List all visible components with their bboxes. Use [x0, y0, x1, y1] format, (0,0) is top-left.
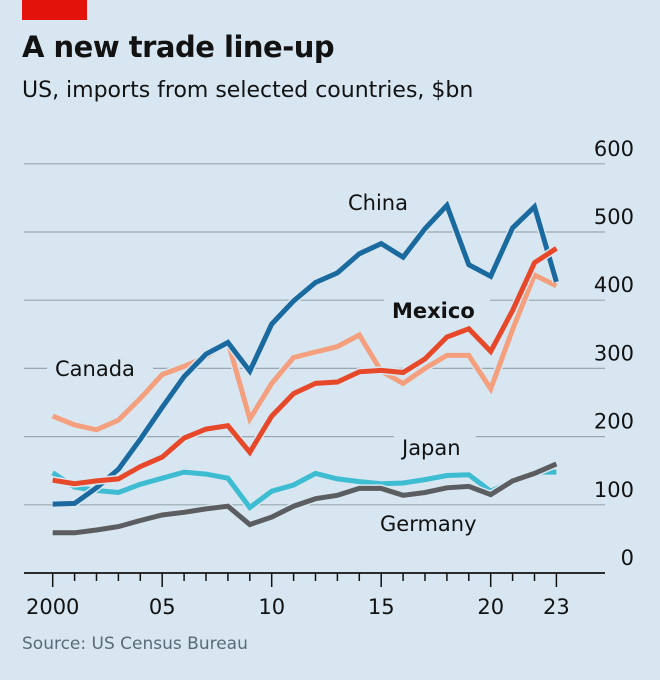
series-label-mexico: Mexico	[392, 299, 475, 323]
x-tick-label: 10	[258, 595, 285, 619]
series-china	[52, 197, 561, 509]
chart-title: A new trade line-up	[22, 30, 335, 64]
y-tick-label: 400	[594, 273, 634, 297]
series-mexico	[52, 245, 559, 488]
source-note: Source: US Census Bureau	[22, 634, 248, 654]
series-label-mask	[340, 190, 424, 216]
chart-subtitle: US, imports from selected countries, $bn	[22, 78, 474, 103]
x-tick-label: 20	[477, 595, 504, 619]
series-label-mask	[47, 356, 153, 382]
y-tick-label: 300	[594, 341, 634, 365]
brand-tag	[22, 0, 87, 20]
y-tick-label: 500	[594, 205, 634, 229]
series-label-canada: Canada	[55, 357, 135, 381]
series-line-canada	[51, 271, 558, 433]
series-label-mask	[384, 298, 490, 324]
series-label-mask	[372, 511, 494, 537]
x-tick-label: 05	[149, 595, 176, 619]
series-germany	[52, 460, 558, 537]
series-label-germany: Germany	[380, 512, 477, 536]
x-tick-label: 15	[368, 595, 395, 619]
series-line-mexico	[52, 246, 558, 487]
series-label-japan: Japan	[400, 436, 461, 460]
series-label-mask	[394, 435, 476, 461]
x-tick-label: 23	[543, 595, 570, 619]
y-tick-label: 0	[621, 546, 634, 570]
series-label-china: China	[348, 191, 408, 215]
series-line-china	[52, 200, 559, 507]
series-canada	[51, 269, 559, 434]
series-line-germany	[52, 461, 558, 536]
series-japan	[50, 468, 557, 514]
x-tick-label: 2000	[26, 595, 79, 619]
y-tick-label: 200	[594, 410, 634, 434]
series-line-japan	[51, 469, 557, 511]
y-tick-label: 600	[594, 137, 634, 161]
y-tick-label: 100	[594, 478, 634, 502]
